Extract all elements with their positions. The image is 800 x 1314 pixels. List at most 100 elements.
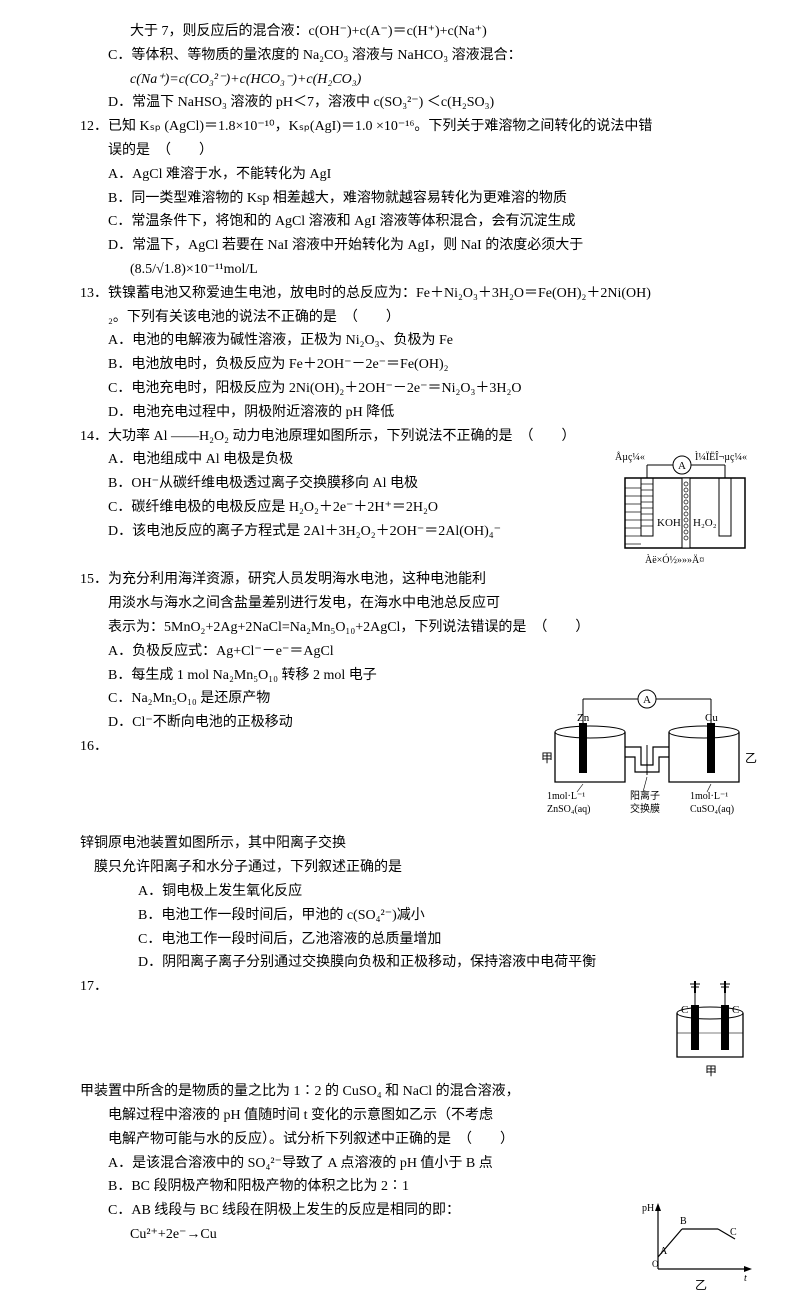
fig17b-B: B	[680, 1216, 687, 1227]
fig17b-label: 乙	[695, 1278, 707, 1292]
q17: 17． 甲装置中所含的是物质的量之比为 1∶2 的 CuSO₄ 和 NaCl 的混…	[80, 975, 760, 1104]
opt-text: 阴阳离子离子分别通过交换膜向负极和正极移动，保持溶液中电荷平衡	[162, 955, 596, 970]
opt-label: B．	[108, 191, 131, 206]
q17-num: 17．	[80, 975, 108, 999]
q13: 13．铁镍蓄电池又称爱迪生电池，放电时的总反应为：Fe＋Ni₂O₃＋3H₂O＝F…	[80, 282, 760, 306]
q11-option-c: C．等体积、等物质的量浓度的 Na₂CO₃ 溶液与 NaHCO₃ 溶液混合：	[108, 44, 760, 68]
fig14-top-left: Åµç¼«	[615, 451, 645, 463]
opt-text: 同一类型难溶物的 Ksp 相差越大，难溶物就越容易转化为更难溶的物质	[131, 191, 567, 206]
opt-text: 等体积、等物质的量浓度的 Na₂CO₃ 溶液与 NaHCO₃ 溶液混合：	[131, 48, 521, 63]
q16-stem1: 锌铜原电池装置如图所示，其中阳离子交换	[80, 832, 728, 856]
opt-text: AB 线段与 BC 线段在阴极上发生的反应是相同的即：	[131, 1203, 460, 1218]
opt-text: Cl⁻不断向电池的正极移动	[132, 715, 293, 730]
opt-text: 电池的电解液为碱性溶液，正极为 Ni₂O₃、负极为 Fe	[132, 333, 453, 348]
q15: 15．为充分利用海洋资源，研究人员发明海水电池，这种电池能利	[80, 568, 760, 592]
q15-num: 15．	[80, 568, 108, 592]
opt-label: C．	[108, 214, 131, 229]
fig14-ammeter: A	[678, 460, 686, 472]
q13-num: 13．	[80, 282, 108, 306]
q14: 14．大功率 Al ——H₂O₂ 动力电池原理如图所示，下列说法不正确的是 （ …	[80, 425, 760, 449]
q12-option-b: B．同一类型难溶物的 Ksp 相差越大，难溶物就越容易转化为更难溶的物质	[108, 187, 760, 211]
q17-stem1: 甲装置中所含的是物质的量之比为 1∶2 的 CuSO₄ 和 NaCl 的混合溶液…	[80, 1080, 728, 1104]
q16-option-a: A．铜电极上发生氧化反应	[138, 880, 760, 904]
q16-option-d: D．阴阳离子离子分别通过交换膜向负极和正极移动，保持溶液中电荷平衡	[138, 951, 760, 975]
q15-option-a: A．负极反应式：Ag+Cl⁻－e⁻＝AgCl	[108, 640, 760, 664]
fig17b-xlabel: t	[744, 1273, 747, 1284]
fig14-h2o2: H₂O₂	[693, 517, 717, 529]
q12-option-a: A．AgCl 难溶于水，不能转化为 AgI	[108, 163, 760, 187]
q12: 12．已知 Kₛₚ (AgCl)＝1.8×10⁻¹⁰，Kₛₚ(AgI)＝1.0 …	[80, 115, 760, 139]
opt-text: 是该混合溶液中的 SO₄²⁻导致了 A 点溶液的 pH 值小于 B 点	[132, 1156, 493, 1171]
q12-num: 12．	[80, 115, 108, 139]
q13-option-c: C．电池充电时，阳极反应为 2Ni(OH)₂＋2OH⁻－2e⁻＝Ni₂O₃＋3H…	[108, 377, 760, 401]
fig17b-ylabel: pH	[642, 1203, 654, 1214]
fig16-cu: Cu	[705, 712, 718, 724]
opt-text: 该电池反应的离子方程式是 2Al＋3H₂O₂＋2OH⁻＝2Al(OH)₄⁻	[132, 524, 501, 539]
q13-stem1: 铁镍蓄电池又称爱迪生电池，放电时的总反应为：Fe＋Ni₂O₃＋3H₂O＝Fe(O…	[108, 282, 756, 306]
opt-text: BC 段阴极产物和阳极产物的体积之比为 2∶1	[131, 1179, 409, 1194]
opt-label: C．	[108, 1203, 131, 1218]
opt-text: AgCl 难溶于水，不能转化为 AgI	[132, 167, 331, 182]
q13-stem2: ₂。下列有关该电池的说法不正确的是 （ ）	[108, 306, 760, 330]
q17-option-a: A．是该混合溶液中的 SO₄²⁻导致了 A 点溶液的 pH 值小于 B 点	[108, 1152, 760, 1176]
q16-stem2: 膜只允许阳离子和水分子通过，下列叙述正确的是	[94, 856, 760, 880]
opt-text: 铜电极上发生氧化反应	[162, 884, 302, 899]
q17-stem2: 电解过程中溶液的 pH 值随时间 t 变化的示意图如乙示（不考虑	[108, 1104, 760, 1128]
opt-text: 电池工作一段时间后，乙池溶液的总质量增加	[161, 932, 441, 947]
opt-label: D．	[138, 955, 162, 970]
q14-figure: Åµç¼« Ì¼ÏËÎ¬µç¼« A KOH H₂O₂ Àë×Ó½»»»Ä¤	[605, 448, 760, 568]
q11-option-d: D．常温下 NaHSO₃ 溶液的 pH＜7，溶液中 c(SO₃²⁻) ＜c(H₂…	[108, 91, 760, 115]
opt-text: 电池放电时，负极反应为 Fe＋2OH⁻－2e⁻＝Fe(OH)₂	[131, 357, 448, 372]
opt-text: OH⁻从碳纤维电极透过离子交换膜移向 Al 电极	[131, 476, 418, 491]
opt-text: 电池组成中 Al 电极是负极	[132, 452, 293, 467]
opt-label: B．	[108, 357, 131, 372]
opt-text: 电池充电时，阳极反应为 2Ni(OH)₂＋2OH⁻－2e⁻＝Ni₂O₃＋3H₂O	[131, 381, 521, 396]
opt-label: D．	[108, 715, 132, 730]
q12-option-c: C．常温条件下，将饱和的 AgCl 溶液和 AgI 溶液等体积混合，会有沉淀生成	[108, 210, 760, 234]
opt-text: 常温下 NaHSO₃ 溶液的 pH＜7，溶液中 c(SO₃²⁻) ＜c(H₂SO…	[132, 95, 494, 110]
q14-stem: 大功率 Al ——H₂O₂ 动力电池原理如图所示，下列说法不正确的是 （ ）	[108, 425, 756, 449]
opt-label: B．	[138, 908, 161, 923]
opt-label: B．	[108, 476, 131, 491]
q14-num: 14．	[80, 425, 108, 449]
opt-label: C．	[138, 932, 161, 947]
q15-stem1: 为充分利用海洋资源，研究人员发明海水电池，这种电池能利	[108, 568, 756, 592]
opt-label: D．	[108, 524, 132, 539]
fig14-koh: KOH	[657, 517, 681, 529]
opt-text: 负极反应式：Ag+Cl⁻－e⁻＝AgCl	[132, 644, 334, 659]
opt-label: D．	[108, 405, 132, 420]
q17-stem3: 电解产物可能与水的反应）。试分析下列叙述中正确的是 （ ）	[108, 1128, 760, 1152]
opt-label: B．	[108, 668, 131, 683]
opt-label: C．	[108, 691, 131, 706]
opt-label: A．	[108, 452, 132, 467]
fig16-zn: Zn	[577, 712, 590, 724]
fig14-top-right: Ì¼ÏËÎ¬µç¼«	[695, 451, 747, 463]
opt-text: Na₂Mn₅O₁₀ 是还原产物	[131, 691, 270, 706]
q16-num: 16．	[80, 735, 108, 759]
fig14-bottom: Àë×Ó½»»»Ä¤	[645, 554, 704, 566]
q12-stem1: 已知 Kₛₚ (AgCl)＝1.8×10⁻¹⁰，Kₛₚ(AgI)＝1.0 ×10…	[108, 115, 756, 139]
fig16-ammeter: A	[643, 694, 651, 706]
opt-label: C．	[108, 500, 131, 515]
fig17b-A: A	[660, 1246, 668, 1257]
q13-option-a: A．电池的电解液为碱性溶液，正极为 Ni₂O₃、负极为 Fe	[108, 329, 760, 353]
opt-label: C．	[108, 48, 131, 63]
opt-text: 碳纤维电极的电极反应是 H₂O₂＋2e⁻＋2H⁺＝2H₂O	[131, 500, 438, 515]
q12-option-d-line2: (8.5/√1.8)×10⁻¹¹mol/L	[130, 258, 760, 282]
opt-text: 电池充电过程中，阴极附近溶液的 pH 降低	[132, 405, 394, 420]
q15-option-b: B．每生成 1 mol Na₂Mn₅O₁₀ 转移 2 mol 电子	[108, 664, 760, 688]
q16-option-b: B．电池工作一段时间后，甲池的 c(SO₄²⁻)减小	[138, 904, 760, 928]
opt-label: D．	[108, 95, 132, 110]
opt-label: D．	[108, 238, 132, 253]
opt-label: A．	[108, 1156, 132, 1171]
q13-option-d: D．电池充电过程中，阴极附近溶液的 pH 降低	[108, 401, 760, 425]
fig17b-C: C	[730, 1227, 737, 1238]
svg-text:O: O	[652, 1259, 659, 1269]
opt-label: C．	[108, 381, 131, 396]
q17-figure-2: pH t A B C O 乙	[640, 1199, 760, 1294]
q15-stem2: 用淡水与海水之间含盐量差别进行发电，在海水中电池总反应可	[108, 592, 760, 616]
opt-label: A．	[108, 333, 132, 348]
q17-option-b: B．BC 段阴极产物和阳极产物的体积之比为 2∶1	[108, 1175, 760, 1199]
q11-cont-line1: 大于 7，则反应后的混合液：c(OH⁻)+c(A⁻)＝c(H⁺)+c(Na⁺)	[130, 20, 760, 44]
q12-stem2: 误的是 （ ）	[108, 139, 760, 163]
